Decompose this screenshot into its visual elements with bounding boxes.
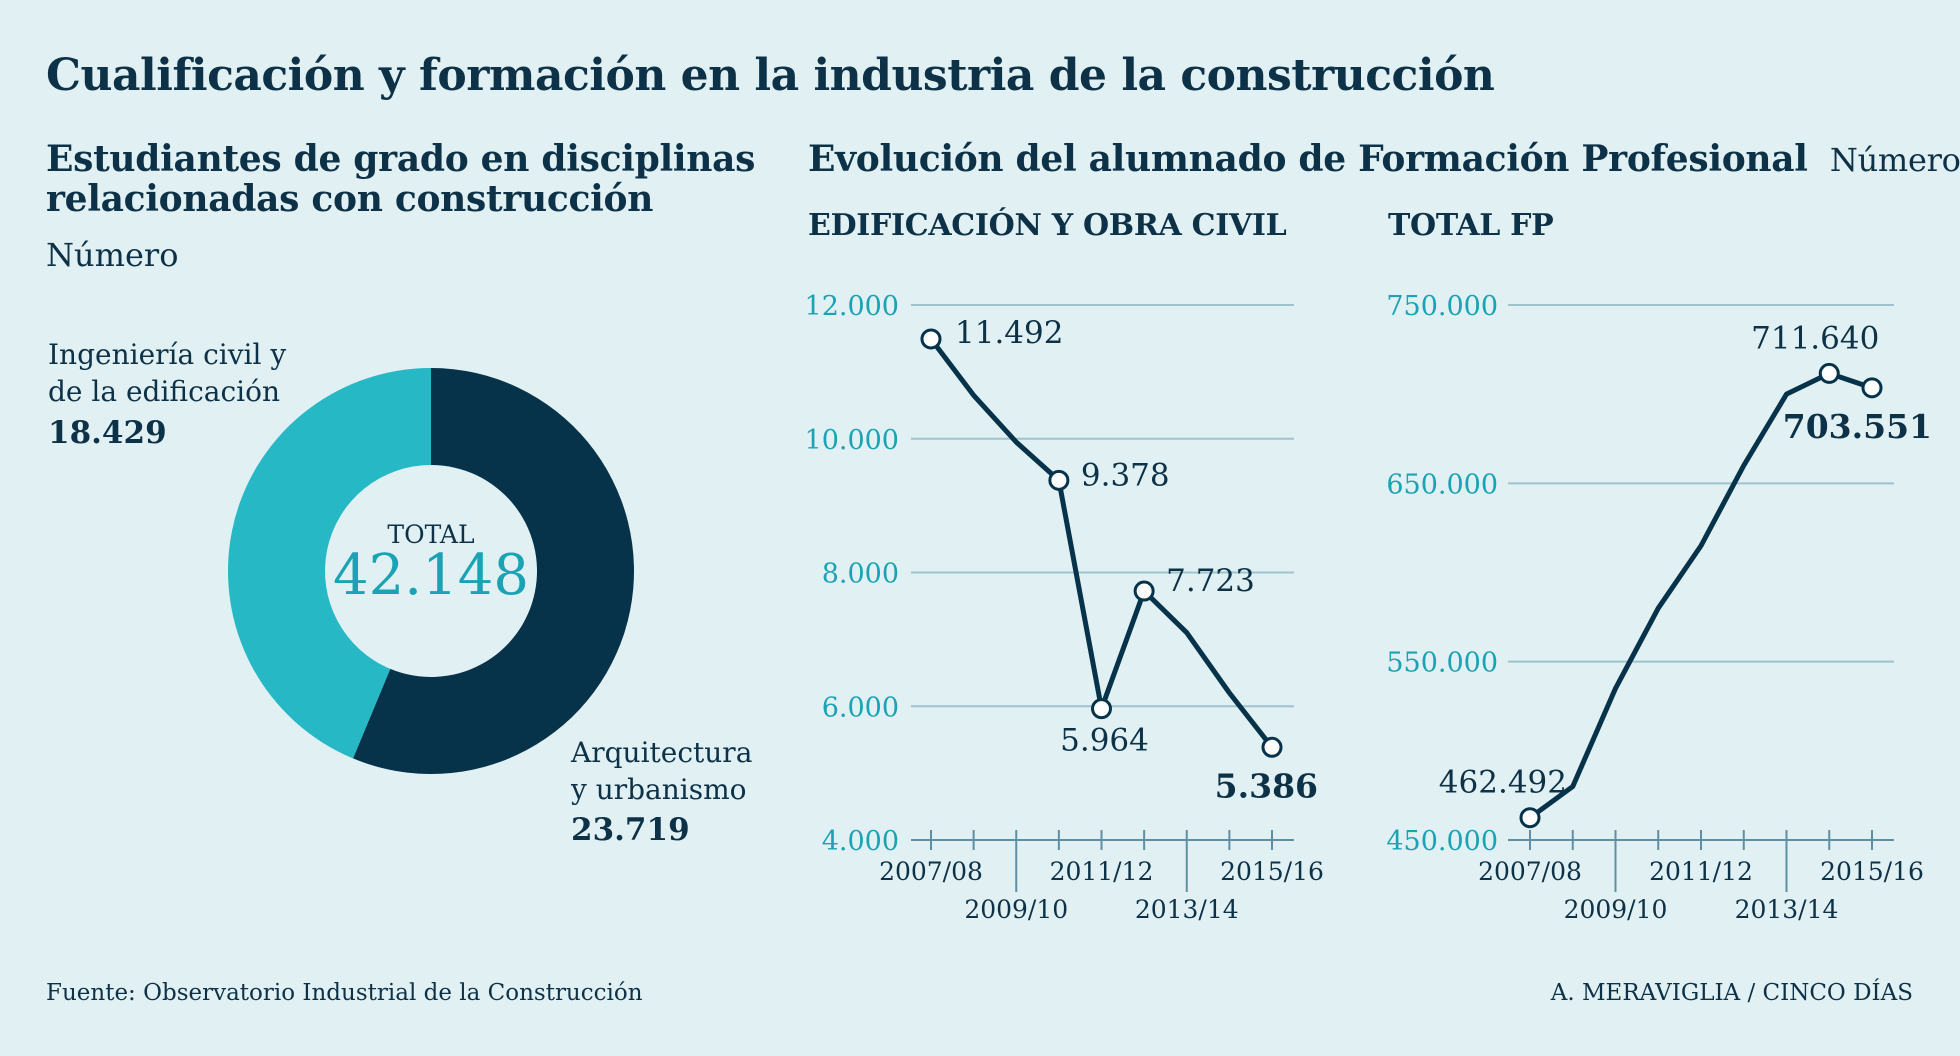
- edificacion-line-chart: 4.000 6.000 8.000 10.000 12.000 2007/08 2011/1…: [805, 291, 1324, 924]
- total-fp-line-chart: 450.000 550.000 650.000 750.000 2007/08 2011/…: [1386, 291, 1932, 924]
- donut-total-value: 42.148: [333, 543, 529, 608]
- donut-unit: Número: [46, 236, 179, 274]
- data-point-marker: [920, 328, 942, 350]
- y-tick-label: 6.000: [822, 692, 899, 723]
- data-point-marker: [1818, 362, 1840, 384]
- x-tick-label: 2009/10: [1564, 895, 1668, 924]
- y-tick-label: 8.000: [822, 559, 899, 590]
- data-label: 7.723: [1166, 563, 1255, 599]
- source-note: Fuente: Observatorio Industrial de la Co…: [46, 980, 643, 1006]
- data-point-marker: [1048, 469, 1070, 491]
- credit-note: A. MERAVIGLIA / CINCO DÍAS: [1550, 980, 1913, 1006]
- x-tick-label: 2007/08: [879, 857, 983, 886]
- data-label: 703.551: [1783, 407, 1932, 446]
- data-label: 462.492: [1439, 765, 1567, 801]
- slice-label-arquitectura-line2: y urbanismo: [570, 773, 747, 806]
- slice-value-ingenieria: 18.429: [48, 415, 167, 451]
- y-tick-label: 750.000: [1386, 291, 1498, 322]
- data-label: 11.492: [955, 315, 1063, 351]
- y-tick-label: 10.000: [805, 425, 899, 456]
- data-label: 711.640: [1751, 320, 1879, 356]
- x-tick-label: 2007/08: [1478, 857, 1582, 886]
- data-point-marker: [1861, 377, 1883, 399]
- x-tick-label: 2011/12: [1649, 857, 1753, 886]
- main-title: Cualificación y formación en la industri…: [46, 50, 1495, 101]
- data-point-marker: [1133, 580, 1155, 602]
- fp-section-title: Evolución del alumnado de Formación Prof…: [808, 138, 1960, 180]
- edificacion-chart-title: EDIFICACIÓN Y OBRA CIVIL: [808, 208, 1287, 243]
- y-tick-label: 550.000: [1386, 648, 1498, 679]
- slice-label-ingenieria-line1: Ingeniería civil y: [48, 338, 286, 371]
- y-tick-label: 12.000: [805, 291, 899, 322]
- series-line: [928, 336, 1275, 750]
- slice-value-arquitectura: 23.719: [571, 812, 690, 848]
- fp-section-unit: Número: [1829, 141, 1960, 179]
- donut-title-line2: relacionadas con construcción: [46, 178, 654, 220]
- x-tick-label: 2015/16: [1820, 857, 1924, 886]
- data-label: 5.386: [1215, 766, 1318, 805]
- y-tick-label: 450.000: [1386, 826, 1498, 857]
- x-tick-label: 2009/10: [964, 895, 1068, 924]
- y-tick-label: 4.000: [822, 826, 899, 857]
- donut-slice-ingenieria: [228, 368, 431, 759]
- series-line: [1527, 370, 1875, 821]
- donut-total-label: TOTAL: [387, 520, 474, 549]
- x-tick-label: 2013/14: [1735, 895, 1839, 924]
- donut-slice-arquitectura: [353, 368, 635, 774]
- data-point-marker: [1519, 807, 1541, 829]
- fp-section-title-text: Evolución del alumnado de Formación Prof…: [808, 138, 1808, 180]
- x-tick-label: 2013/14: [1135, 895, 1239, 924]
- data-label: 5.964: [1060, 723, 1149, 759]
- donut-title-line1: Estudiantes de grado en disciplinas: [46, 138, 756, 180]
- data-point-marker: [1091, 698, 1112, 720]
- slice-label-ingenieria-line2: de la edificación: [48, 375, 280, 408]
- y-tick-label: 650.000: [1386, 469, 1498, 500]
- slice-label-arquitectura-line1: Arquitectura: [570, 736, 752, 769]
- total-fp-chart-title: TOTAL FP: [1388, 208, 1554, 243]
- x-tick-label: 2015/16: [1220, 857, 1324, 886]
- data-label: 9.378: [1081, 457, 1170, 493]
- data-point-marker: [1261, 736, 1283, 758]
- x-tick-label: 2011/12: [1050, 857, 1154, 886]
